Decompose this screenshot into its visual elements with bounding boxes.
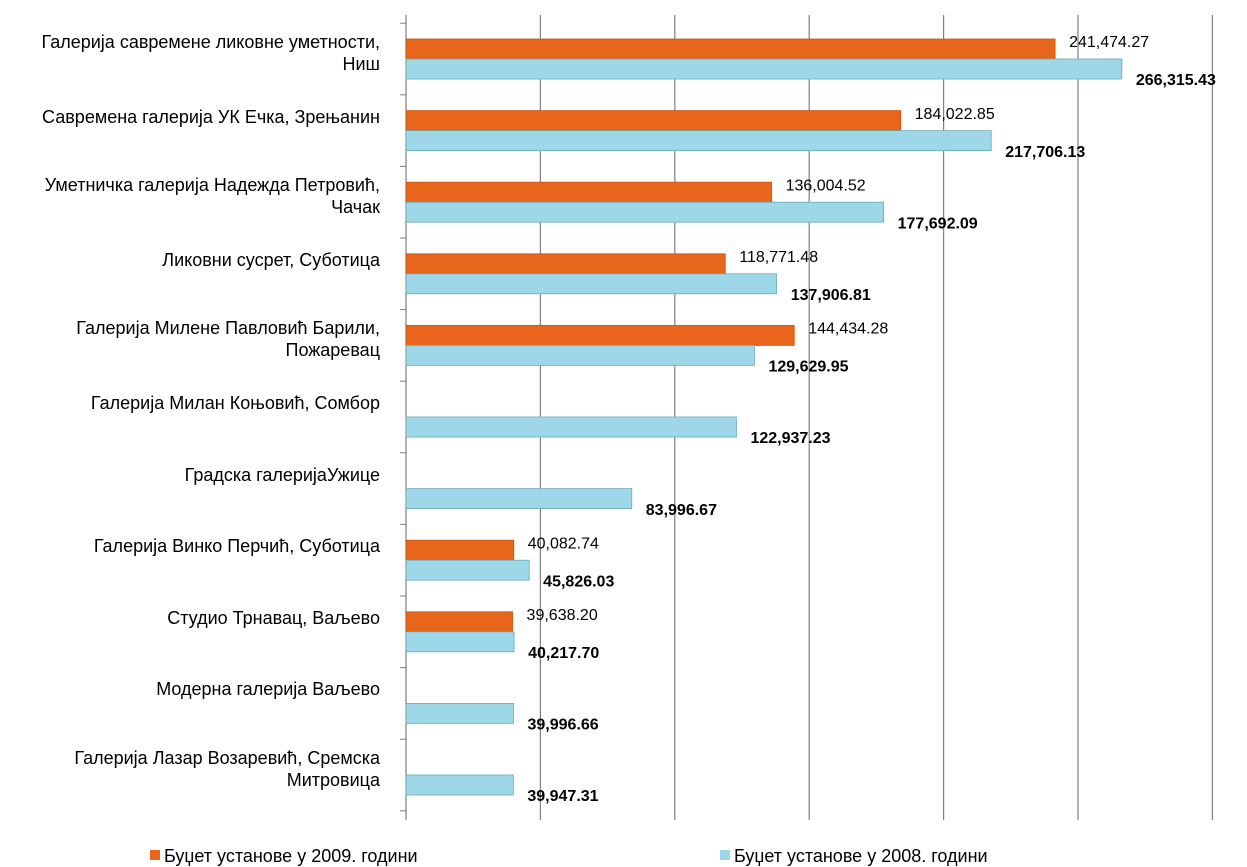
bar [405,181,772,203]
bar [405,611,513,633]
bar [405,539,515,561]
bar [405,253,726,275]
category-text: Галерија Милене Павловић Барили, Пожарев… [76,318,380,361]
value-label: 39,638.20 [527,607,598,624]
bar [405,273,778,295]
bar [405,416,737,438]
bar [405,110,902,131]
legend-label: Буџет установе у 2009. години [164,846,418,866]
bar [405,38,1056,60]
category-text: Галерија Милан Коњовић, Сомбор [90,393,380,413]
value-label: 118,771.48 [739,249,818,266]
bar [405,631,515,653]
category-label: Галерија Лазар Возаревић, Сремска Митров… [0,747,380,791]
value-label: 40,217.70 [528,645,599,662]
category-text: Модерна галерија Ваљево [156,679,380,700]
category-text: Галерија Винко Перчић, Суботица [93,536,380,557]
value-label: 39,947.31 [527,788,598,805]
category-text: Студио Трнавац, Ваљево [167,607,380,628]
bar [405,58,1123,80]
value-label: 39,996.66 [528,717,599,734]
category-label: Уметничка галерија Надежда Петровић, Чач… [0,174,380,218]
value-label: 83,996.67 [646,502,717,519]
value-label: 136,004.52 [786,177,866,194]
bar [405,488,633,510]
bar [405,130,992,152]
category-label: Ликовни сусрет, Суботица [0,249,380,271]
bar [405,324,795,346]
value-label: 129,629.95 [768,359,848,376]
category-text: Галерија Лазар Возаревић, Сремска Митров… [74,748,380,790]
category-label: Модерна галерија Ваљево [0,678,380,700]
category-text: Уметничка галерија Надежда Петровић, Чач… [44,175,380,218]
value-label: 266,315.43 [1136,72,1216,89]
category-text: Савремена галерија УК Ечка, Зрењанин [42,106,380,127]
category-label: Градска галеријаУжице [0,464,380,486]
legend-label: Буџет установе у 2008. години [734,846,988,866]
value-label: 144,434.28 [808,321,888,338]
category-label: Галерија Милан Коњовић, Сомбор [0,392,380,414]
category-label: Галерија Милене Павловић Барили, Пожарев… [0,317,380,361]
bar [405,774,514,796]
legend-swatch [150,850,160,860]
value-label: 177,692.09 [898,215,978,232]
value-label: 40,082.74 [528,535,599,552]
category-label: Галерија савремене ликовне уметности, Ни… [0,31,380,75]
legend-swatch [720,850,730,860]
bar [405,559,530,581]
category-label: Савремена галерија УК Ечка, Зрењанин [0,106,380,128]
value-label: 184,022.85 [915,106,995,123]
category-label: Галерија Винко Перчић, Суботица [0,535,380,557]
value-label: 45,826.03 [543,573,614,590]
category-text: Галерија савремене ликовне уметности, Ни… [41,32,380,74]
value-label: 241,474.27 [1069,34,1149,51]
bar [405,344,755,366]
bar [405,703,514,724]
value-label: 122,937.23 [750,430,830,447]
bar [405,201,885,223]
category-text: Градска галеријаУжице [184,464,380,485]
category-text: Ликовни сусрет, Суботица [162,249,380,270]
value-label: 137,906.81 [791,287,871,304]
value-label: 217,706.13 [1005,144,1085,161]
category-label: Студио Трнавац, Ваљево [0,607,380,629]
